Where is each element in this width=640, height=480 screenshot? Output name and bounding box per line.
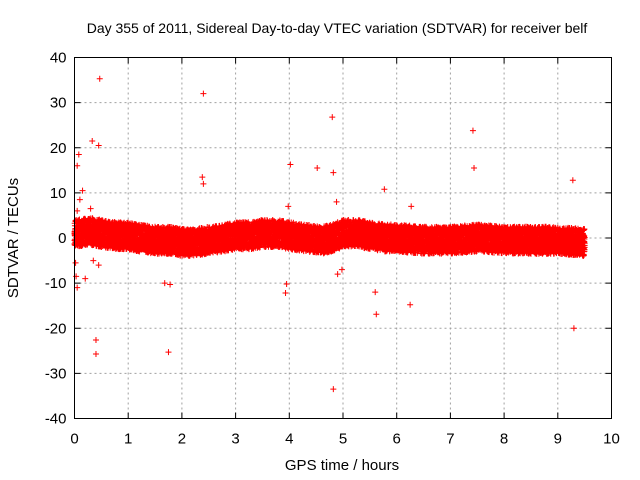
chart-title: Day 355 of 2011, Sidereal Day-to-day VTE… xyxy=(87,20,588,36)
y-tick-label: 40 xyxy=(50,50,67,67)
y-tick-label: 0 xyxy=(58,230,66,247)
x-tick-label: 0 xyxy=(70,431,78,448)
x-tick-label: 1 xyxy=(124,431,132,448)
x-tick-label: 5 xyxy=(339,431,347,448)
x-tick-label: 7 xyxy=(446,431,454,448)
x-tick-label: 4 xyxy=(285,431,293,448)
y-axis-label: SDTVAR / TECUs xyxy=(5,178,22,298)
ticks: 0 1 2 3 4 5 6 7 8 9 10 -40 -30 -20 -10 0 10 20 30 40 xyxy=(45,50,620,448)
x-tick-label: 2 xyxy=(178,431,186,448)
data-points xyxy=(71,75,588,393)
y-tick-label: -40 xyxy=(45,411,67,428)
y-tick-label: -10 xyxy=(45,275,67,292)
y-tick-label: 30 xyxy=(50,95,67,112)
x-axis-label: GPS time / hours xyxy=(285,457,399,474)
y-tick-label: 10 xyxy=(50,185,67,202)
x-tick-label: 6 xyxy=(393,431,401,448)
x-tick-label: 10 xyxy=(603,431,620,448)
x-tick-label: 8 xyxy=(500,431,508,448)
y-tick-label: -20 xyxy=(45,320,67,337)
x-tick-label: 9 xyxy=(554,431,562,448)
x-tick-label: 3 xyxy=(231,431,239,448)
y-tick-label: -30 xyxy=(45,365,67,382)
y-tick-label: 20 xyxy=(50,140,67,157)
